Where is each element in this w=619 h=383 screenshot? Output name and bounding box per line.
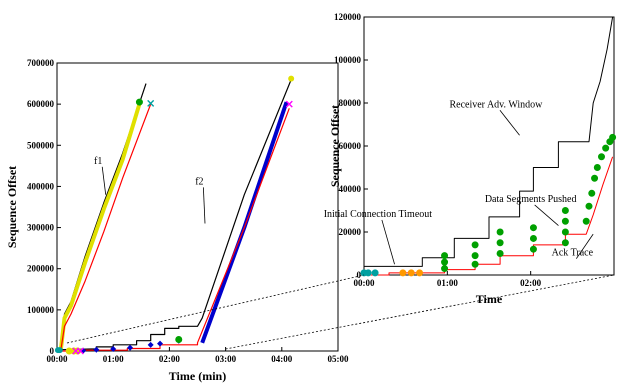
series-inset-window <box>364 16 614 267</box>
main-y-tick-label: 700000 <box>27 58 55 68</box>
inset-y-tick-label: 80000 <box>339 98 362 108</box>
main-x-tick-label: 03:00 <box>215 354 236 364</box>
marker-point <box>582 217 590 225</box>
marker-point <box>441 258 449 266</box>
main-x-tick-label: 01:00 <box>103 354 124 364</box>
annotation-label: f2 <box>195 176 203 187</box>
main-y-tick-label: 400000 <box>27 181 55 191</box>
zoom-connector-line <box>225 274 615 350</box>
inset-y-tick-label: 60000 <box>339 141 362 151</box>
inset-y-axis-label: Sequence Offset <box>328 105 342 187</box>
annotation-pointer <box>202 187 206 224</box>
marker-point <box>529 234 537 242</box>
main-x-tick-label: 04:00 <box>271 354 292 364</box>
marker-point <box>416 269 424 277</box>
annotation-pointer <box>534 204 559 226</box>
zoom-connector-lines <box>66 274 615 350</box>
zoom-connector-line <box>66 274 365 344</box>
marker-point <box>175 335 183 343</box>
marker-point <box>285 100 293 108</box>
main-y-tick-label: 500000 <box>27 140 55 150</box>
annotation-pointer <box>499 110 520 136</box>
series-f1-segments <box>58 103 142 352</box>
inset-y-tick-label: 40000 <box>339 184 362 194</box>
marker-point <box>588 189 596 197</box>
main-y-tick-label: 100000 <box>27 305 55 315</box>
main-y-axis-label: Sequence Offset <box>5 166 19 248</box>
marker-point <box>147 99 155 107</box>
main-plot-frame <box>56 62 339 352</box>
annotation-pointer <box>381 219 395 265</box>
inset-chart: 00:00 01:00 02:00 0 20000 40000 60000 80000 1000… <box>324 12 617 306</box>
inset-x-tick-label: 02:00 <box>520 278 541 288</box>
series-f2-window <box>56 79 292 351</box>
marker-point <box>561 207 569 214</box>
main-y-tick-label: 600000 <box>27 99 55 109</box>
inset-x-tick-label: 01:00 <box>437 278 458 288</box>
marker-point <box>591 174 599 182</box>
inset-y-tick-label: 120000 <box>334 12 362 22</box>
marker-point <box>135 98 143 106</box>
annotation-label: Ack Trace <box>552 248 594 259</box>
series-f1-ack <box>60 103 152 352</box>
marker-point <box>496 228 504 236</box>
main-x-axis-label: Time (min) <box>169 369 226 383</box>
marker-point <box>598 153 605 161</box>
main-chart: 00:00 01:00 02:00 03:00 04:00 05:00 0 100000 200… <box>5 58 349 383</box>
main-x-tick-label: 02:00 <box>159 354 180 364</box>
marker-point <box>127 344 134 351</box>
marker-point <box>157 340 164 347</box>
marker-point <box>593 164 601 171</box>
inset-y-tick-label: 100000 <box>334 55 362 65</box>
marker-point <box>110 345 117 352</box>
marker-point <box>147 341 154 348</box>
marker-point <box>529 245 537 253</box>
marker-point <box>76 347 84 355</box>
marker-point <box>399 269 407 277</box>
marker-point <box>496 239 504 247</box>
marker-point <box>471 241 479 249</box>
marker-point <box>471 260 479 268</box>
main-x-tick-label: 00:00 <box>47 354 68 364</box>
annotation-label: Receiver Adv. Window <box>449 99 543 110</box>
marker-point <box>585 202 593 210</box>
marker-point <box>602 144 610 152</box>
marker-point <box>407 269 415 277</box>
annotation-label: Data Segments Pushed <box>485 194 577 205</box>
marker-point <box>288 75 295 82</box>
main-y-tick-label: 300000 <box>27 223 55 233</box>
marker-point <box>561 239 569 247</box>
marker-point <box>93 346 100 353</box>
marker-point <box>441 252 449 260</box>
marker-point <box>364 269 372 277</box>
marker-point <box>471 252 479 260</box>
main-y-tick-label: 0 <box>50 346 55 356</box>
marker-point <box>609 133 617 141</box>
marker-point <box>496 250 504 257</box>
marker-point <box>56 347 63 354</box>
annotation-pointer <box>101 166 107 195</box>
inset-y-tick-label: 0 <box>357 270 362 280</box>
annotation-pointer <box>576 233 594 259</box>
inset-y-tick-label: 20000 <box>339 227 362 237</box>
marker-point <box>371 269 379 277</box>
main-x-tick-label: 05:00 <box>328 354 349 364</box>
marker-point <box>561 228 569 236</box>
marker-point <box>561 217 569 225</box>
marker-point <box>529 224 537 232</box>
annotation-label: Initial Connection Timeout <box>324 209 433 220</box>
main-y-tick-label: 200000 <box>27 264 55 274</box>
annotation-label: f1 <box>94 156 102 167</box>
marker-point <box>441 265 449 273</box>
inset-x-tick-label: 00:00 <box>354 278 375 288</box>
